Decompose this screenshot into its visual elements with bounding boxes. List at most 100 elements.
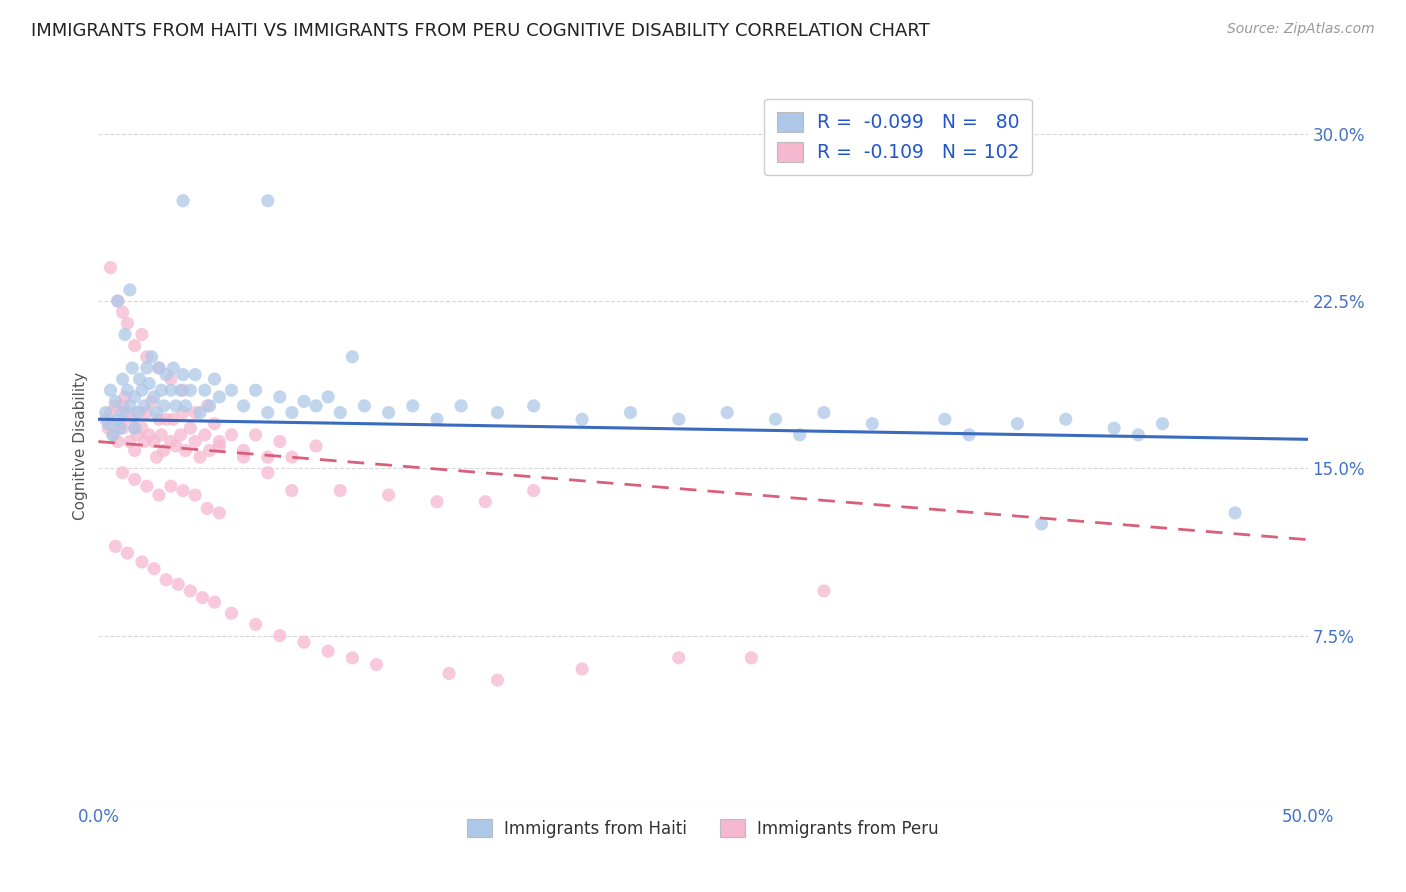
Point	[813, 405, 835, 419]
Point	[813, 583, 835, 598]
Point	[184, 368, 207, 382]
Point	[523, 483, 546, 498]
Point	[104, 399, 127, 413]
Point	[152, 399, 174, 413]
Point	[269, 628, 291, 642]
Point	[97, 421, 120, 435]
Point	[131, 384, 153, 398]
Point	[292, 394, 315, 409]
Point	[107, 293, 129, 308]
Point	[111, 372, 134, 386]
Point	[232, 450, 254, 464]
Point	[135, 479, 157, 493]
Point	[117, 405, 139, 419]
Point	[127, 427, 149, 442]
Point	[426, 412, 449, 426]
Point	[184, 434, 207, 449]
Point	[184, 405, 207, 419]
Point	[135, 405, 157, 419]
Point	[124, 473, 146, 487]
Point	[523, 399, 546, 413]
Point	[245, 384, 267, 398]
Point	[134, 434, 156, 449]
Point	[474, 494, 496, 508]
Point	[198, 443, 221, 458]
Point	[342, 350, 364, 364]
Point	[108, 421, 131, 435]
Point	[342, 651, 364, 665]
Point	[124, 421, 146, 435]
Point	[269, 390, 291, 404]
Point	[127, 405, 149, 419]
Point	[124, 421, 146, 435]
Point	[100, 384, 122, 398]
Point	[1152, 417, 1174, 431]
Point	[121, 412, 143, 426]
Legend: Immigrants from Haiti, Immigrants from Peru: Immigrants from Haiti, Immigrants from P…	[461, 813, 945, 845]
Point	[101, 427, 124, 442]
Point	[121, 360, 143, 375]
Point	[150, 427, 173, 442]
Point	[148, 360, 170, 375]
Point	[148, 360, 170, 375]
Point	[160, 434, 183, 449]
Point	[138, 427, 160, 442]
Text: Source: ZipAtlas.com: Source: ZipAtlas.com	[1227, 22, 1375, 37]
Point	[934, 412, 956, 426]
Point	[281, 405, 304, 419]
Point	[1128, 427, 1150, 442]
Point	[143, 434, 166, 449]
Point	[198, 399, 221, 413]
Point	[184, 488, 207, 502]
Point	[437, 666, 460, 681]
Point	[124, 443, 146, 458]
Point	[101, 427, 124, 442]
Point	[194, 384, 217, 398]
Point	[162, 360, 184, 375]
Point	[172, 483, 194, 498]
Point	[188, 405, 211, 419]
Point	[94, 412, 117, 426]
Point	[143, 562, 166, 576]
Point	[256, 450, 278, 464]
Point	[117, 316, 139, 330]
Point	[111, 405, 134, 419]
Point	[124, 390, 146, 404]
Point	[256, 194, 278, 208]
Point	[329, 483, 352, 498]
Point	[716, 405, 738, 419]
Point	[118, 283, 141, 297]
Point	[107, 412, 129, 426]
Point	[179, 384, 201, 398]
Point	[377, 405, 399, 419]
Point	[97, 417, 120, 431]
Point	[172, 368, 194, 382]
Point	[138, 376, 160, 391]
Point	[135, 360, 157, 375]
Point	[426, 494, 449, 508]
Point	[305, 439, 328, 453]
Point	[740, 651, 762, 665]
Point	[100, 405, 122, 419]
Point	[208, 439, 231, 453]
Point	[245, 427, 267, 442]
Point	[165, 439, 187, 453]
Point	[353, 399, 375, 413]
Point	[668, 412, 690, 426]
Point	[179, 583, 201, 598]
Point	[131, 421, 153, 435]
Point	[165, 399, 187, 413]
Point	[668, 651, 690, 665]
Point	[316, 644, 339, 658]
Point	[305, 399, 328, 413]
Point	[188, 450, 211, 464]
Point	[957, 427, 980, 442]
Point	[162, 412, 184, 426]
Point	[172, 384, 194, 398]
Point	[789, 427, 811, 442]
Point	[104, 394, 127, 409]
Point	[150, 384, 173, 398]
Point	[292, 635, 315, 649]
Point	[486, 673, 509, 687]
Point	[118, 399, 141, 413]
